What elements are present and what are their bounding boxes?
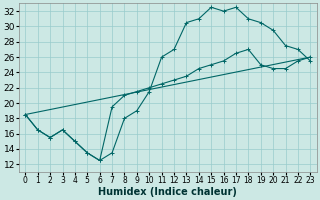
X-axis label: Humidex (Indice chaleur): Humidex (Indice chaleur) (98, 187, 237, 197)
